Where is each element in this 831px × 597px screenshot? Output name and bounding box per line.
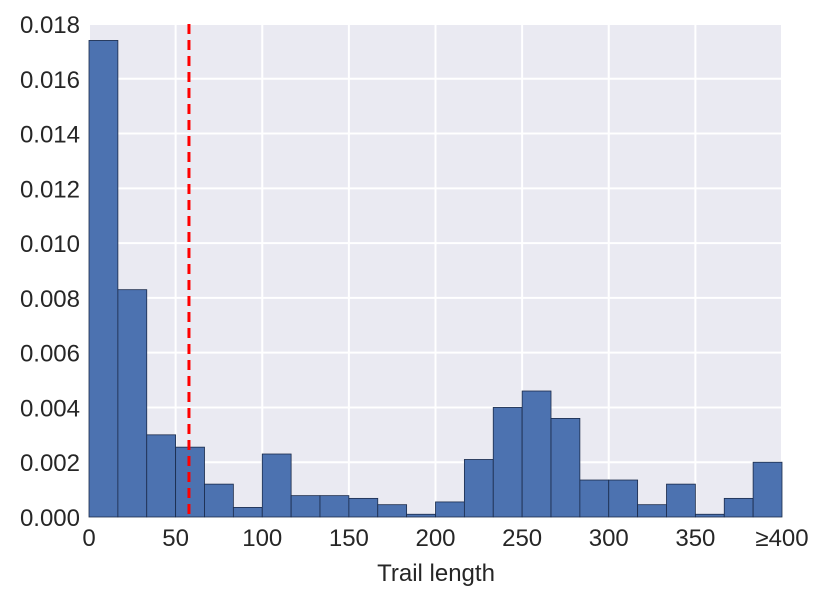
histogram-bar bbox=[377, 504, 408, 518]
histogram-bars bbox=[88, 40, 783, 518]
histogram-bar bbox=[579, 479, 610, 518]
y-tick-label: 0.006 bbox=[20, 341, 80, 368]
histogram-bar bbox=[88, 40, 119, 518]
x-tick-label: 0 bbox=[82, 525, 95, 552]
y-tick-label: 0.016 bbox=[20, 67, 80, 94]
histogram-bar bbox=[608, 479, 639, 518]
histogram-bar bbox=[666, 483, 696, 518]
y-tick-label: 0.012 bbox=[20, 176, 80, 203]
x-tick-labels: 0 50 100 150 200 250 300 350 ≥400 bbox=[82, 525, 808, 552]
x-tick-label: 350 bbox=[675, 525, 715, 552]
x-tick-label: 100 bbox=[242, 525, 282, 552]
y-tick-label: 0.004 bbox=[20, 395, 80, 422]
histogram-bar bbox=[146, 434, 177, 518]
y-tick-label: 0.010 bbox=[20, 231, 80, 258]
histogram-bar bbox=[348, 497, 379, 518]
x-tick-label: 200 bbox=[415, 525, 455, 552]
histogram-bar bbox=[752, 461, 783, 518]
histogram-bar bbox=[637, 504, 667, 518]
y-tick-label: 0.002 bbox=[20, 450, 80, 477]
y-tick-label: 0.014 bbox=[20, 122, 80, 149]
x-axis-label: Trail length bbox=[377, 560, 495, 587]
x-tick-label: ≥400 bbox=[755, 525, 808, 552]
x-tick-label: 150 bbox=[329, 525, 369, 552]
histogram-bar bbox=[117, 289, 148, 518]
y-tick-label: 0.008 bbox=[20, 286, 80, 313]
y-tick-labels: 0.000 0.002 0.004 0.006 0.008 0.010 0.012 0.014… bbox=[20, 12, 80, 532]
x-tick-label: 300 bbox=[589, 525, 629, 552]
histogram-bar bbox=[492, 407, 523, 518]
histogram-bar bbox=[435, 501, 465, 518]
histogram-bar bbox=[406, 513, 436, 518]
histogram-bar bbox=[723, 497, 754, 518]
histogram-bar bbox=[550, 417, 581, 518]
histogram-bar bbox=[463, 459, 494, 518]
histogram-bar bbox=[261, 453, 292, 518]
histogram-bar bbox=[204, 483, 234, 518]
histogram-bar bbox=[694, 513, 725, 518]
histogram-bar bbox=[521, 390, 552, 518]
histogram-bar bbox=[290, 495, 321, 518]
histogram-bar bbox=[319, 495, 350, 518]
histogram-bar bbox=[232, 507, 263, 518]
x-tick-label: 250 bbox=[502, 525, 542, 552]
y-tick-label: 0.018 bbox=[20, 12, 80, 39]
x-tick-label: 50 bbox=[162, 525, 189, 552]
y-tick-label: 0.000 bbox=[20, 505, 80, 532]
